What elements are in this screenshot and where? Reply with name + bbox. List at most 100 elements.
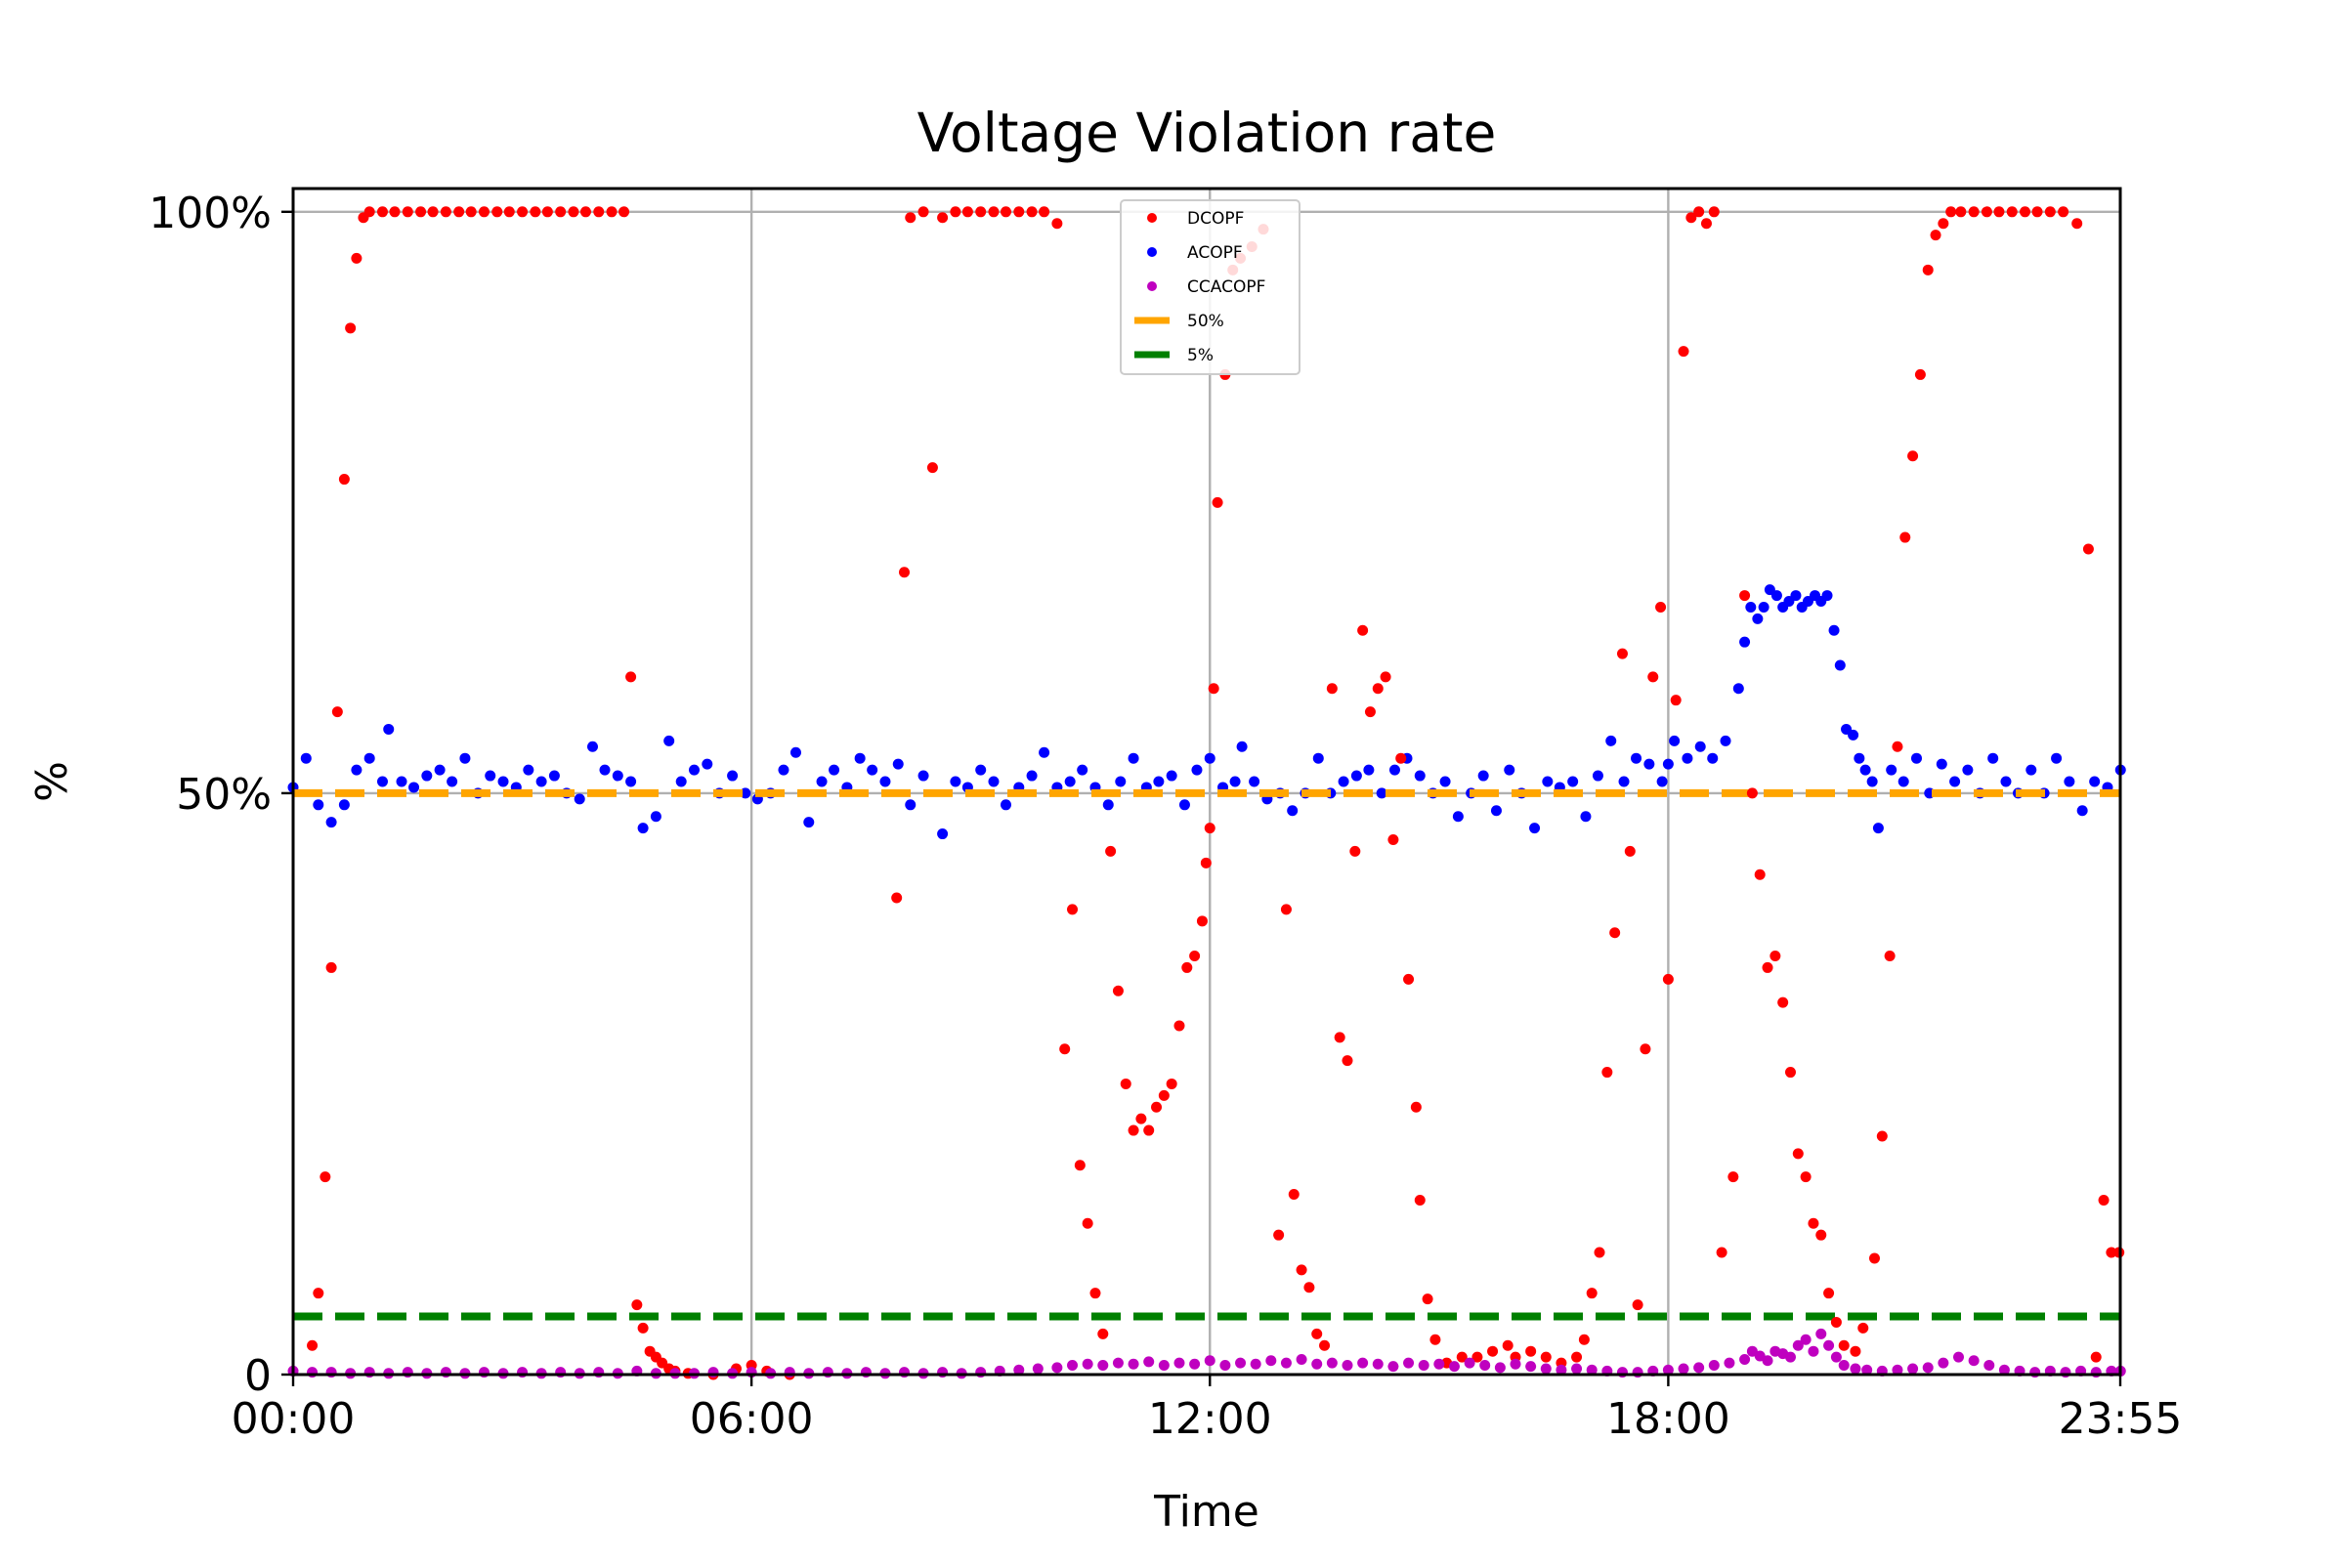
dcopf-point (1914, 368, 1926, 380)
ccacopf-point (1907, 1363, 1919, 1375)
y-tick-label: 0 (244, 1351, 272, 1401)
acopf-point (1848, 729, 1859, 741)
dcopf-point (1280, 904, 1292, 915)
acopf-point (1115, 776, 1127, 787)
acopf-point (727, 770, 739, 782)
dcopf-point (1700, 218, 1712, 230)
acopf-point (447, 776, 458, 787)
ccacopf-point (1850, 1363, 1861, 1375)
dcopf-point (1922, 264, 1934, 275)
acopf-point (2076, 805, 2088, 817)
ccacopf-point (1693, 1362, 1705, 1374)
ccacopf-point (1708, 1359, 1720, 1371)
dcopf-point (1857, 1322, 1869, 1334)
legend-swatch-marker (1147, 213, 1157, 223)
dcopf-point (1594, 1247, 1605, 1258)
dcopf-point (1884, 951, 1896, 962)
acopf-point (338, 799, 350, 811)
dcopf-point (1303, 1282, 1315, 1293)
dcopf-point (2006, 206, 2018, 218)
acopf-point (1287, 805, 1299, 817)
dcopf-point (1296, 1264, 1307, 1276)
acopf-point (612, 770, 623, 782)
acopf-point (803, 817, 815, 828)
acopf-point (789, 746, 801, 758)
ccacopf-point (1739, 1354, 1751, 1366)
acopf-point (937, 828, 949, 840)
dcopf-point (1120, 1078, 1131, 1089)
acopf-point (1388, 764, 1400, 776)
dcopf-point (961, 206, 973, 218)
dcopf-point (345, 322, 357, 334)
acopf-point (1669, 735, 1681, 746)
dcopf-point (1173, 1020, 1185, 1032)
dcopf-point (1166, 1078, 1177, 1089)
acopf-point (599, 764, 611, 776)
dcopf-point (1762, 961, 1773, 973)
dcopf-point (1410, 1101, 1422, 1113)
acopf-point (2064, 776, 2075, 787)
dcopf-point (440, 206, 451, 218)
dcopf-point (1930, 230, 1941, 241)
acopf-point (1859, 764, 1871, 776)
ccacopf-point (1372, 1358, 1384, 1370)
dcopf-point (1808, 1217, 1819, 1229)
dcopf-point (1850, 1345, 1861, 1357)
dcopf-point (1655, 601, 1667, 613)
dcopf-point (1739, 590, 1751, 602)
acopf-point (325, 817, 337, 828)
acopf-point (1338, 776, 1349, 787)
dcopf-point (579, 206, 591, 218)
x-tick-label: 00:00 (232, 1394, 356, 1444)
dcopf-point (1200, 857, 1212, 869)
dcopf-point (625, 671, 637, 683)
ccacopf-point (1830, 1351, 1842, 1363)
dcopf-point (1326, 683, 1338, 695)
acopf-point (1026, 770, 1038, 782)
dcopf-point (593, 206, 605, 218)
dcopf-point (2071, 218, 2083, 230)
dcopf-point (325, 961, 337, 973)
legend-label: CCACOPF (1187, 277, 1265, 297)
acopf-point (1312, 752, 1324, 764)
acopf-point (879, 776, 891, 787)
acopf-point (1897, 776, 1909, 787)
dcopf-point (453, 206, 465, 218)
dcopf-point (1026, 206, 1038, 218)
acopf-point (702, 758, 713, 770)
acopf-point (1439, 776, 1451, 787)
dcopf-point (1609, 927, 1621, 939)
dcopf-point (1128, 1124, 1139, 1136)
dcopf-point (899, 567, 911, 578)
dcopf-point (1311, 1328, 1323, 1339)
acopf-point (2089, 776, 2101, 787)
dcopf-point (1601, 1067, 1613, 1079)
dcopf-point (1273, 1229, 1285, 1241)
acopf-point (1363, 764, 1375, 776)
acopf-point (663, 735, 675, 746)
ccacopf-point (1823, 1339, 1835, 1351)
ccacopf-point (1983, 1359, 1995, 1371)
dcopf-point (1067, 904, 1079, 915)
dcopf-point (1571, 1351, 1583, 1363)
ccacopf-point (1784, 1351, 1796, 1363)
ccacopf-point (1762, 1355, 1773, 1367)
dcopf-point (1181, 961, 1193, 973)
acopf-point (383, 723, 395, 735)
ccacopf-point (1250, 1358, 1261, 1370)
dcopf-point (1769, 951, 1781, 962)
dcopf-point (491, 206, 503, 218)
acopf-point (2051, 752, 2063, 764)
ccacopf-point (1662, 1364, 1674, 1376)
ccacopf-point (1189, 1358, 1201, 1370)
acopf-point (1542, 776, 1554, 787)
ccacopf-point (1265, 1355, 1277, 1367)
dcopf-point (1074, 1160, 1086, 1171)
ccacopf-point (1051, 1362, 1063, 1374)
dcopf-point (1357, 624, 1369, 636)
chart-title: Voltage Violation rate (917, 102, 1497, 164)
acopf-point (740, 787, 751, 799)
acopf-point (975, 764, 987, 776)
dcopf-point (1540, 1351, 1552, 1363)
ccacopf-point (1792, 1339, 1804, 1351)
